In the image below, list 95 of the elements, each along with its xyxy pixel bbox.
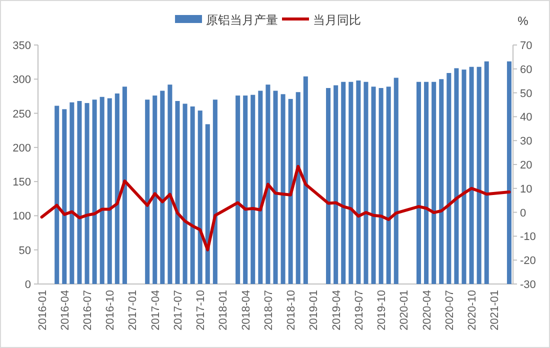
- bar: [476, 66, 482, 284]
- bar: [114, 93, 120, 284]
- bar: [484, 61, 489, 284]
- x-tick-label: 2017-07: [172, 290, 184, 330]
- y2-tick-label: 50: [520, 88, 532, 100]
- y-tick-label: 150: [12, 176, 31, 189]
- bar: [92, 100, 97, 284]
- x-tick-label: 2019-07: [353, 290, 366, 330]
- y2-tick-label: 40: [520, 112, 532, 124]
- x-tick-label: 2018-10: [286, 290, 298, 330]
- bar: [424, 82, 429, 284]
- x-tick-label: 2020-07: [444, 290, 456, 330]
- bar: [77, 100, 82, 284]
- bar: [122, 86, 127, 284]
- bar: [469, 66, 474, 284]
- x-tick-label: 2020-10: [466, 290, 479, 330]
- y2-tick-label: -20: [520, 255, 536, 268]
- bar: [190, 106, 195, 284]
- bar: [341, 82, 346, 284]
- bar: [243, 96, 248, 284]
- bar: [416, 82, 422, 284]
- bar: [326, 88, 331, 284]
- x-tick-label: 2017-04: [150, 290, 162, 330]
- bar: [506, 61, 512, 284]
- x-tick-label: 2021-01: [489, 290, 502, 330]
- bar: [145, 100, 150, 284]
- bar: [160, 90, 165, 284]
- y-tick-label: 0: [24, 279, 31, 291]
- y2-tick-label: 60: [520, 64, 532, 76]
- bar: [182, 104, 188, 284]
- y2-tick-label: -10: [520, 231, 536, 244]
- x-tick-label: 2020-01: [398, 290, 411, 330]
- bar: [378, 88, 384, 284]
- line-series: [40, 164, 511, 252]
- y2-tick-label: 0: [520, 207, 526, 220]
- bar: [303, 76, 308, 284]
- x-tick-label: 2019-10: [376, 290, 388, 330]
- y-tick-label: 100: [12, 210, 31, 223]
- y2-axis-title: %: [518, 14, 529, 28]
- bar: [100, 96, 104, 284]
- bar: [462, 70, 466, 284]
- y-tick-label: 200: [12, 142, 31, 154]
- bar: [432, 82, 436, 284]
- bar: [371, 86, 376, 284]
- bar: [454, 68, 459, 284]
- y-tick-label: 250: [12, 108, 31, 120]
- bar: [258, 90, 263, 284]
- bar: [205, 124, 210, 284]
- bar: [348, 82, 354, 284]
- y2-tick-label: 10: [520, 183, 532, 196]
- x-tick-label: 2019-04: [330, 290, 343, 330]
- x-tick-label: 2016-04: [59, 290, 72, 330]
- x-tick-label: 2018-01: [218, 290, 230, 330]
- x-tick-label: 2018-04: [240, 290, 252, 330]
- bar: [296, 92, 300, 284]
- legend-label: 当月同比: [313, 13, 361, 27]
- bar: [334, 85, 338, 284]
- bar: [168, 84, 172, 284]
- x-tick-label: 2016-10: [104, 290, 117, 330]
- y-tick-label: 350: [12, 40, 31, 52]
- bar: [70, 102, 74, 284]
- bar: [288, 98, 293, 284]
- bar: [212, 100, 218, 284]
- bar: [62, 109, 67, 284]
- bar: [364, 82, 368, 284]
- x-tick-label: 2016-07: [82, 290, 94, 330]
- bar: [84, 103, 90, 284]
- bar: [250, 94, 256, 284]
- y2-tick-label: 70: [520, 40, 532, 52]
- bar: [280, 94, 286, 284]
- y2-tick-label: 20: [520, 160, 532, 172]
- legend-label: 原铝当月产量: [206, 13, 278, 27]
- bar: [175, 100, 180, 284]
- x-tick-label: 2019-01: [308, 290, 320, 330]
- bar: [273, 90, 278, 284]
- bar: [394, 78, 398, 284]
- bar: [198, 110, 202, 284]
- y-tick-label: 300: [12, 74, 31, 86]
- y2-tick-label: 30: [520, 136, 532, 148]
- x-tick-label: 2020-04: [421, 290, 434, 330]
- y-tick-label: 50: [18, 244, 31, 257]
- bar: [54, 106, 60, 284]
- x-tick-label: 2017-01: [127, 290, 140, 330]
- bar: [152, 96, 158, 284]
- bar: [386, 86, 391, 284]
- x-tick-label: 2017-10: [195, 290, 208, 330]
- bar: [439, 79, 444, 284]
- bar: [356, 80, 361, 284]
- bar: [446, 72, 452, 284]
- x-tick-label: 2018-07: [262, 290, 275, 330]
- x-tick-label: 2016-01: [36, 290, 49, 330]
- y2-tick-label: -30: [520, 279, 536, 291]
- bar: [236, 96, 240, 284]
- bar: [266, 84, 270, 284]
- bar: [107, 98, 112, 284]
